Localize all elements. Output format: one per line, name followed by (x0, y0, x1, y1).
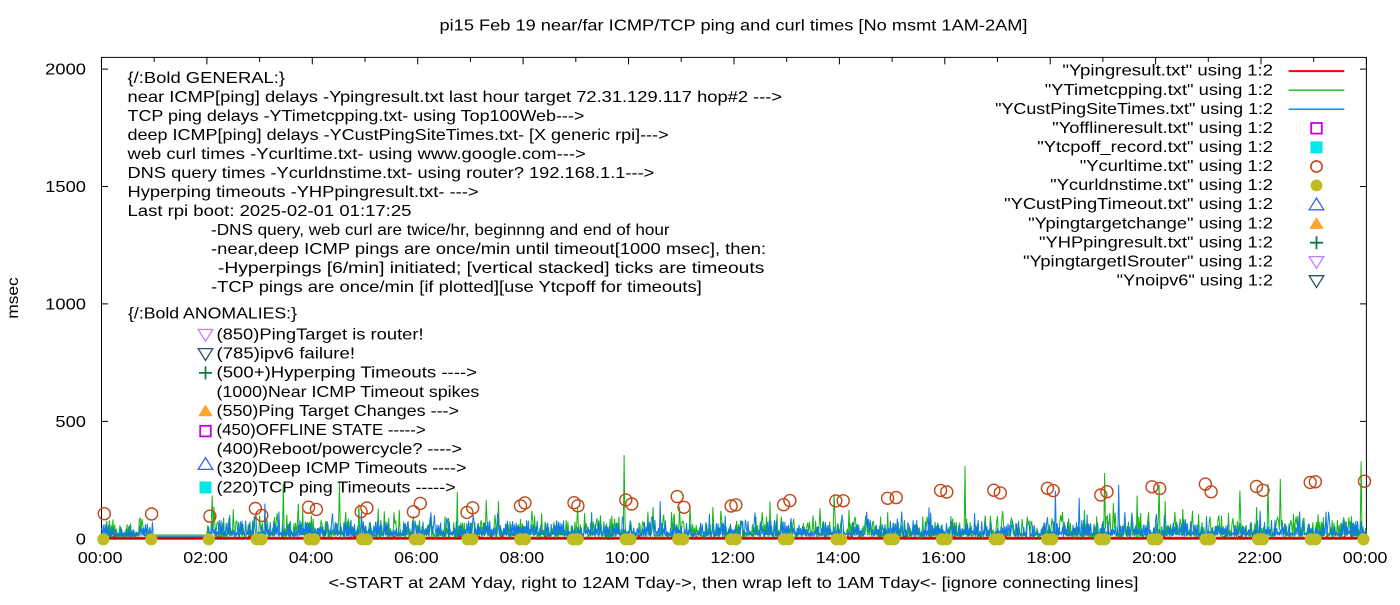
svg-text:"Ypingresult.txt" using 1:2: "Ypingresult.txt" using 1:2 (1062, 63, 1273, 80)
svg-text:DNS query times -Ycurldnstime.: DNS query times -Ycurldnstime.txt- using… (128, 165, 655, 182)
svg-text:{/:Bold GENERAL:}: {/:Bold GENERAL:} (128, 70, 286, 87)
svg-text:"Ycurldnstime.txt" using 1:2: "Ycurldnstime.txt" using 1:2 (1050, 177, 1273, 194)
svg-text:(400)Reboot/powercycle? ---->: (400)Reboot/powercycle? ----> (217, 441, 463, 458)
svg-text:(785)ipv6 failure!: (785)ipv6 failure! (217, 346, 356, 363)
svg-text:(550)Ping Target Changes --->: (550)Ping Target Changes ---> (217, 403, 460, 420)
svg-text:Last rpi boot: 2025-02-01 01:1: Last rpi boot: 2025-02-01 01:17:25 (128, 203, 412, 220)
svg-text:msec: msec (5, 277, 22, 319)
svg-text:12:00: 12:00 (710, 550, 755, 567)
svg-text:pi15 Feb 19 near/far ICMP/TCP: pi15 Feb 19 near/far ICMP/TCP ping and c… (440, 18, 1028, 35)
svg-text:{/:Bold ANOMALIES:}: {/:Bold ANOMALIES:} (128, 305, 298, 322)
svg-text:1000: 1000 (45, 296, 86, 313)
svg-text:00:00: 00:00 (1343, 550, 1388, 567)
svg-text:"Ytcpoff_record.txt" using 1:2: "Ytcpoff_record.txt" using 1:2 (1037, 139, 1273, 156)
svg-text:0: 0 (76, 531, 86, 548)
svg-text:500: 500 (55, 414, 86, 431)
svg-text:"YCustPingTimeout.txt" using 1: "YCustPingTimeout.txt" using 1:2 (1004, 196, 1273, 213)
svg-text:"YpingtargetISrouter" using 1:: "YpingtargetISrouter" using 1:2 (1023, 253, 1273, 270)
svg-text:"YTimetcpping.txt" using 1:2: "YTimetcpping.txt" using 1:2 (1045, 82, 1273, 99)
svg-text:"YHPpingresult.txt" using 1:2: "YHPpingresult.txt" using 1:2 (1039, 234, 1273, 251)
svg-text:20:00: 20:00 (1132, 550, 1177, 567)
svg-text:18:00: 18:00 (1027, 550, 1072, 567)
svg-text:Hyperping timeouts -YHPpingres: Hyperping timeouts -YHPpingresult.txt- -… (128, 184, 479, 201)
svg-text:(500+)Hyperping Timeouts ---->: (500+)Hyperping Timeouts ----> (217, 365, 478, 382)
svg-text:"Ynoipv6" using 1:2: "Ynoipv6" using 1:2 (1117, 273, 1273, 290)
svg-text:(220)TCP ping Timeouts ----->: (220)TCP ping Timeouts -----> (217, 479, 456, 496)
svg-text:14:00: 14:00 (816, 550, 861, 567)
svg-text:deep ICMP[ping] delays -YCustP: deep ICMP[ping] delays -YCustPingSiteTim… (128, 127, 669, 144)
svg-text:2000: 2000 (45, 62, 86, 79)
svg-text:22:00: 22:00 (1237, 550, 1282, 567)
svg-text:"Ycurltime.txt" using 1:2: "Ycurltime.txt" using 1:2 (1080, 158, 1273, 175)
svg-text:04:00: 04:00 (289, 550, 334, 567)
svg-text:06:00: 06:00 (394, 550, 439, 567)
svg-text:-DNS query, web curl are twice: -DNS query, web curl are twice/hr, begin… (211, 222, 670, 239)
svg-text:16:00: 16:00 (921, 550, 966, 567)
svg-text:"YCustPingSiteTimes.txt" using: "YCustPingSiteTimes.txt" using 1:2 (995, 101, 1273, 118)
svg-text:(450)OFFLINE STATE ----->: (450)OFFLINE STATE -----> (217, 422, 426, 439)
svg-text:1500: 1500 (45, 179, 86, 196)
svg-text:08:00: 08:00 (500, 550, 545, 567)
svg-text:00:00: 00:00 (78, 550, 123, 567)
svg-text:10:00: 10:00 (605, 550, 650, 567)
svg-text:(320)Deep ICMP Timeouts ---->: (320)Deep ICMP Timeouts ----> (217, 460, 467, 477)
svg-text:02:00: 02:00 (183, 550, 228, 567)
svg-text:-TCP pings are once/min [if pl: -TCP pings are once/min [if plotted][use… (211, 279, 702, 296)
svg-text:web curl times -Ycurltime.txt-: web curl times -Ycurltime.txt- using www… (126, 146, 585, 163)
svg-text:near ICMP[ping] delays -Ypingr: near ICMP[ping] delays -Ypingresult.txt … (128, 89, 783, 106)
svg-text:(1000)Near ICMP Timeout spikes: (1000)Near ICMP Timeout spikes (217, 384, 480, 401)
svg-text:-near,deep ICMP pings are once: -near,deep ICMP pings are once/min until… (211, 241, 766, 258)
svg-text:(850)PingTarget is router!: (850)PingTarget is router! (217, 327, 424, 344)
svg-text:"Ypingtargetchange" using 1:2: "Ypingtargetchange" using 1:2 (1028, 215, 1273, 232)
svg-text:-Hyperpings [6/min] initiated;: -Hyperpings [6/min] initiated; [vertical… (218, 260, 764, 277)
svg-text:TCP ping delays -YTimetcpping.: TCP ping delays -YTimetcpping.txt- using… (128, 108, 585, 125)
svg-text:"Yofflineresult.txt" using 1:2: "Yofflineresult.txt" using 1:2 (1052, 120, 1273, 137)
svg-text:<-START at 2AM Yday, right to: <-START at 2AM Yday, right to 12AM Tday-… (329, 575, 1139, 592)
